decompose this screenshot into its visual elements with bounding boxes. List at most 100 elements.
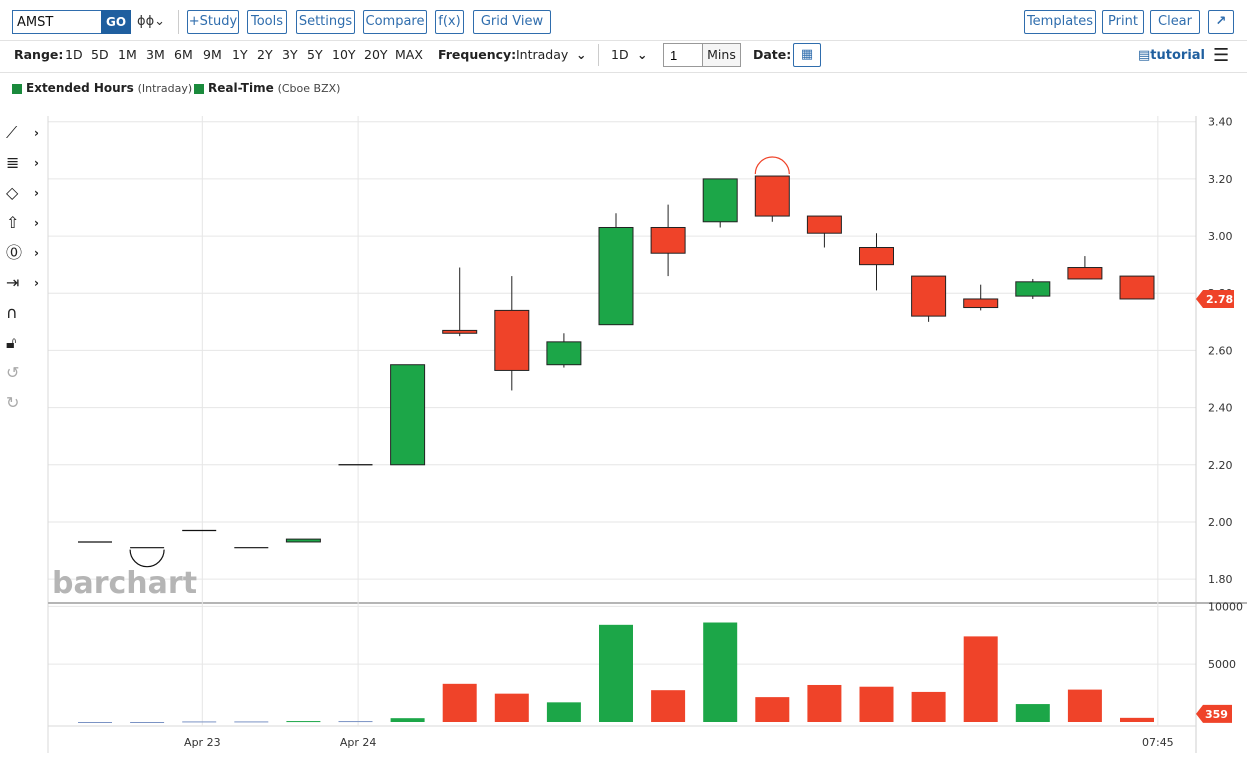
- candle-body: [285, 538, 321, 543]
- legend-item: Real-Time (Cboe BZX): [208, 81, 340, 95]
- range-divider: [598, 44, 599, 66]
- legend-name: Extended Hours: [26, 81, 134, 95]
- legend-name: Real-Time: [208, 81, 274, 95]
- range-1d[interactable]: 1D: [65, 47, 83, 62]
- symbol-input[interactable]: [12, 10, 102, 34]
- toolbar-divider: [178, 10, 179, 34]
- candlestick-icon[interactable]: ɸɸ⌄: [137, 14, 166, 29]
- toolbar-rule: [0, 40, 1247, 41]
- axes: 3.403.203.002.802.602.402.202.001.805000…: [184, 116, 1243, 749]
- range-3y[interactable]: 3Y: [282, 47, 298, 62]
- shapes-icon[interactable]: ◇ ›: [6, 183, 39, 202]
- low-marker: [129, 549, 165, 568]
- fib-lines-icon[interactable]: ≣ ›: [6, 153, 39, 172]
- price-tick: 1.80: [1208, 573, 1233, 586]
- range-5d[interactable]: 5D: [91, 47, 109, 62]
- last-price-tag: [1196, 289, 1234, 308]
- volume-bar: [78, 722, 112, 723]
- interval-input[interactable]: [663, 43, 703, 67]
- range-9m[interactable]: 9M: [203, 47, 222, 62]
- tutorial-label: tutorial: [1150, 48, 1206, 63]
- price-tick: 2.20: [1208, 459, 1233, 472]
- lock-icon[interactable]: 🔓︎: [6, 333, 17, 352]
- volume-bar: [1067, 689, 1102, 722]
- price-tick: 3.20: [1208, 173, 1233, 186]
- volume-tick: 5000: [1208, 658, 1236, 671]
- legend-note: (Intraday): [137, 82, 193, 95]
- calendar-icon[interactable]: ▦: [793, 43, 821, 67]
- range-1y[interactable]: 1Y: [232, 47, 248, 62]
- candle-body: [442, 329, 478, 334]
- text-annotation-icon[interactable]: ⓪ ›: [6, 243, 39, 262]
- range-5y[interactable]: 5Y: [307, 47, 323, 62]
- volume-bar: [703, 622, 738, 722]
- range-20y[interactable]: 20Y: [364, 47, 388, 62]
- candle-body: [546, 341, 582, 366]
- measure-icon[interactable]: ⇥ ›: [6, 273, 39, 292]
- go-button[interactable]: GO: [101, 10, 131, 34]
- print-button[interactable]: Print: [1102, 10, 1144, 34]
- magnet-icon[interactable]: ∩: [6, 303, 18, 322]
- range-max[interactable]: MAX: [395, 47, 423, 62]
- price-tick: 2.00: [1208, 516, 1233, 529]
- tutorial-link[interactable]: ▤tutorial: [1138, 48, 1205, 63]
- candle-body: [1067, 267, 1103, 280]
- range-rule: [0, 72, 1247, 73]
- trendline-icon[interactable]: ⟋ ›: [6, 123, 39, 142]
- candle-body: [859, 247, 894, 266]
- settings-button[interactable]: Settings: [296, 10, 355, 34]
- volume-bar: [599, 624, 633, 722]
- volume-bar: [286, 721, 321, 723]
- candle-body: [598, 226, 634, 326]
- volume-bar: [911, 691, 946, 722]
- grid: [47, 116, 1247, 753]
- range-bar: Range: 1D 5D 1M 3M 6M 9M 1Y 2Y 3Y 5Y 10Y…: [0, 42, 1247, 68]
- interval-unit: Mins: [703, 43, 741, 67]
- volume-bar: [755, 697, 790, 722]
- chevron-down-icon[interactable]: ⌄: [637, 47, 648, 62]
- grid-view-button[interactable]: Grid View: [473, 10, 551, 34]
- date-label: Date:: [753, 47, 792, 62]
- frequency-label: Frequency:: [438, 47, 517, 62]
- candle-body: [963, 298, 999, 309]
- last-price-label: 2.78: [1206, 293, 1233, 306]
- candle-body: [806, 215, 842, 234]
- chevron-down-icon[interactable]: ⌄: [576, 47, 587, 62]
- range-6m[interactable]: 6M: [174, 47, 193, 62]
- volume-tick: 10000: [1208, 600, 1243, 613]
- volume-bar: [182, 721, 217, 723]
- x-tick-label: Apr 24: [340, 736, 377, 749]
- compare-button[interactable]: Compare: [363, 10, 427, 34]
- redo-icon[interactable]: ↻: [6, 393, 20, 412]
- range-1m[interactable]: 1M: [118, 47, 137, 62]
- volume-bar: [390, 718, 425, 722]
- period-select[interactable]: 1D: [611, 47, 629, 62]
- price-tick: 2.60: [1208, 344, 1233, 357]
- clear-button[interactable]: Clear: [1150, 10, 1200, 34]
- arrow-up-icon[interactable]: ⇧ ›: [6, 213, 39, 232]
- frequency-select[interactable]: Intraday: [516, 47, 569, 62]
- expand-arrow-icon[interactable]: ↗: [1208, 10, 1234, 34]
- study-button[interactable]: +Study: [187, 10, 239, 34]
- range-2y[interactable]: 2Y: [257, 47, 273, 62]
- range-10y[interactable]: 10Y: [332, 47, 356, 62]
- menu-icon[interactable]: ☰: [1213, 45, 1230, 66]
- templates-button[interactable]: Templates: [1024, 10, 1096, 34]
- watermark: barchart: [52, 566, 197, 601]
- volume-bar: [494, 693, 529, 722]
- candle-body: [911, 275, 947, 317]
- volume-bar: [338, 721, 373, 723]
- volume-bar: [1015, 704, 1050, 722]
- undo-icon[interactable]: ↺: [6, 363, 20, 382]
- tools-button[interactable]: Tools: [247, 10, 287, 34]
- legend-swatch: [194, 84, 204, 94]
- function-button[interactable]: f(x): [435, 10, 464, 34]
- range-3m[interactable]: 3M: [146, 47, 165, 62]
- x-tick-label: Apr 23: [184, 736, 221, 749]
- volume-bar: [1120, 717, 1154, 722]
- volume-bar: [546, 702, 581, 722]
- volume-bar: [651, 690, 686, 722]
- price-tick: 3.40: [1208, 116, 1233, 129]
- price-tick: 3.00: [1208, 230, 1233, 243]
